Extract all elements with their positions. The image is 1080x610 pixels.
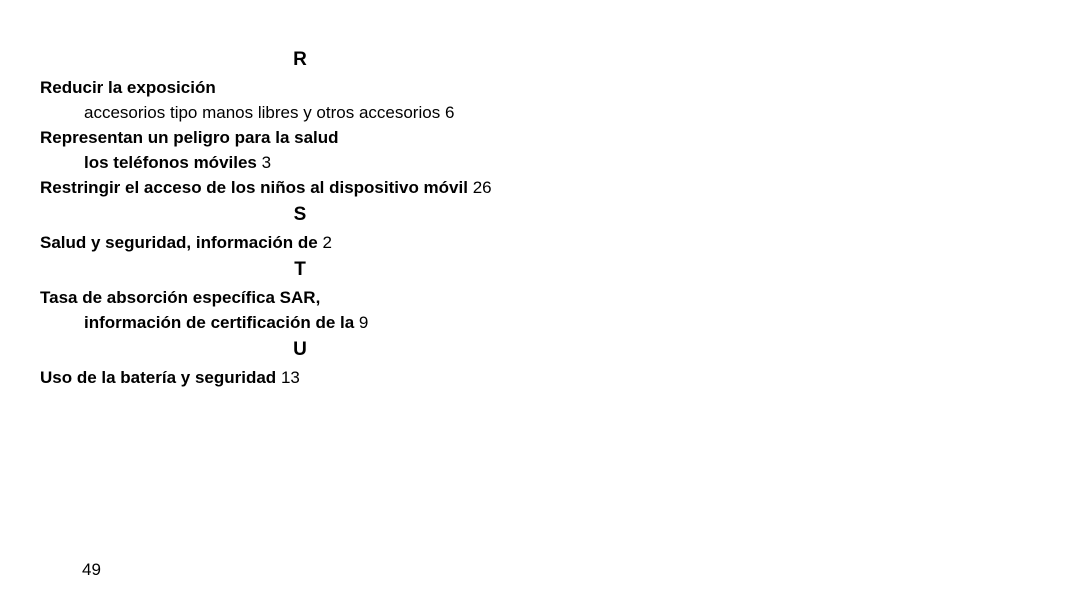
section-letter-u: U	[40, 339, 560, 361]
subentry-page: 6	[445, 103, 454, 122]
entry-title-uso: Uso de la batería y seguridad	[40, 368, 276, 387]
entry-page: 26	[473, 178, 492, 197]
index-subentry: accesorios tipo manos libres y otros acc…	[84, 102, 600, 125]
subentry-page: 3	[262, 153, 271, 172]
subentry-text: accesorios tipo manos libres y otros acc…	[84, 103, 440, 122]
entry-title-restringir: Restringir el acceso de los niños al dis…	[40, 178, 468, 197]
index-entry: Tasa de absorción específica SAR,	[40, 287, 600, 310]
subentry-text-bold: información de certificación de la	[84, 313, 354, 332]
entry-page: 2	[322, 233, 331, 252]
index-entry: Salud y seguridad, información de 2	[40, 232, 600, 255]
subentry-page: 9	[359, 313, 368, 332]
entry-page: 13	[281, 368, 300, 387]
index-subentry: los teléfonos móviles 3	[84, 152, 600, 175]
section-letter-s: S	[40, 204, 560, 226]
index-entry: Uso de la batería y seguridad 13	[40, 367, 600, 390]
index-entry: Reducir la exposición	[40, 77, 600, 100]
index-entry: Restringir el acceso de los niños al dis…	[40, 177, 600, 200]
entry-title-salud: Salud y seguridad, información de	[40, 233, 318, 252]
index-entry: Representan un peligro para la salud	[40, 127, 600, 150]
section-letter-t: T	[40, 259, 560, 281]
page-number: 49	[82, 560, 101, 580]
entry-title-reducir: Reducir la exposición	[40, 78, 216, 97]
subentry-text-bold: los teléfonos móviles	[84, 153, 257, 172]
section-letter-r: R	[40, 49, 560, 71]
index-content: R Reducir la exposición accesorios tipo …	[40, 45, 600, 391]
entry-title-tasa: Tasa de absorción específica SAR,	[40, 288, 320, 307]
index-subentry: información de certificación de la 9	[84, 312, 600, 335]
entry-title-representan: Representan un peligro para la salud	[40, 128, 339, 147]
